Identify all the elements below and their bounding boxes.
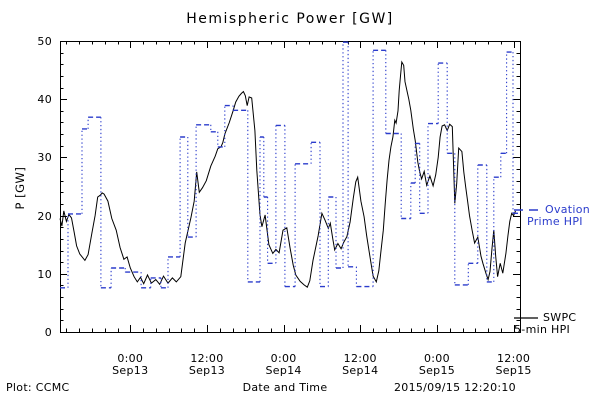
x-tick-label-Sep13-12:00: 12:00 Sep13 — [188, 352, 226, 377]
y-tick-label-50: 50 — [37, 35, 52, 48]
plot-frame — [60, 41, 521, 333]
axis-ticks — [60, 41, 520, 333]
ovation-line-sample-icon — [514, 209, 540, 211]
legend-swpc-line1: SWPC — [543, 311, 577, 324]
x-tick-label-Sep13-0:00: 0:00 Sep13 — [112, 352, 149, 377]
legend-ovation-line2: Prime HPI — [527, 215, 583, 228]
y-tick-label-40: 40 — [37, 93, 52, 107]
chart-title: Hemispheric Power [GW] — [186, 11, 394, 27]
swpc-series-line — [59, 60, 516, 288]
legend-swpc-line2: 5-min HPI — [514, 323, 571, 336]
x-tick-label-Sep14-12:00: 12:00 Sep14 — [342, 352, 379, 377]
legend-ovation: Ovation Prime HPI — [514, 204, 600, 228]
x-axis-label: Date and Time — [242, 381, 328, 394]
x-tick-label-Sep15-0:00: 0:00 Sep15 — [418, 352, 456, 377]
ovation-series-steps — [60, 41, 519, 289]
x-tick-label-Sep15-12:00: 12:00 Sep15 — [495, 352, 532, 377]
legend-swpc: SWPC 5-min HPI — [514, 312, 600, 336]
x-tick-label-Sep14-0:00: 0:00 Sep14 — [265, 352, 302, 377]
y-tick-label-10: 10 — [37, 267, 52, 281]
y-tick-label-30: 30 — [37, 151, 52, 165]
legend-ovation-line1: Ovation — [545, 203, 591, 216]
swpc-line-sample-icon — [514, 317, 538, 319]
plot-credit: Plot: CCMC — [6, 381, 70, 394]
y-tick-label-0: 0 — [44, 326, 52, 339]
timestamp: 2015/09/15 12:20:10 — [393, 381, 516, 394]
y-tick-label-20: 20 — [37, 209, 52, 223]
